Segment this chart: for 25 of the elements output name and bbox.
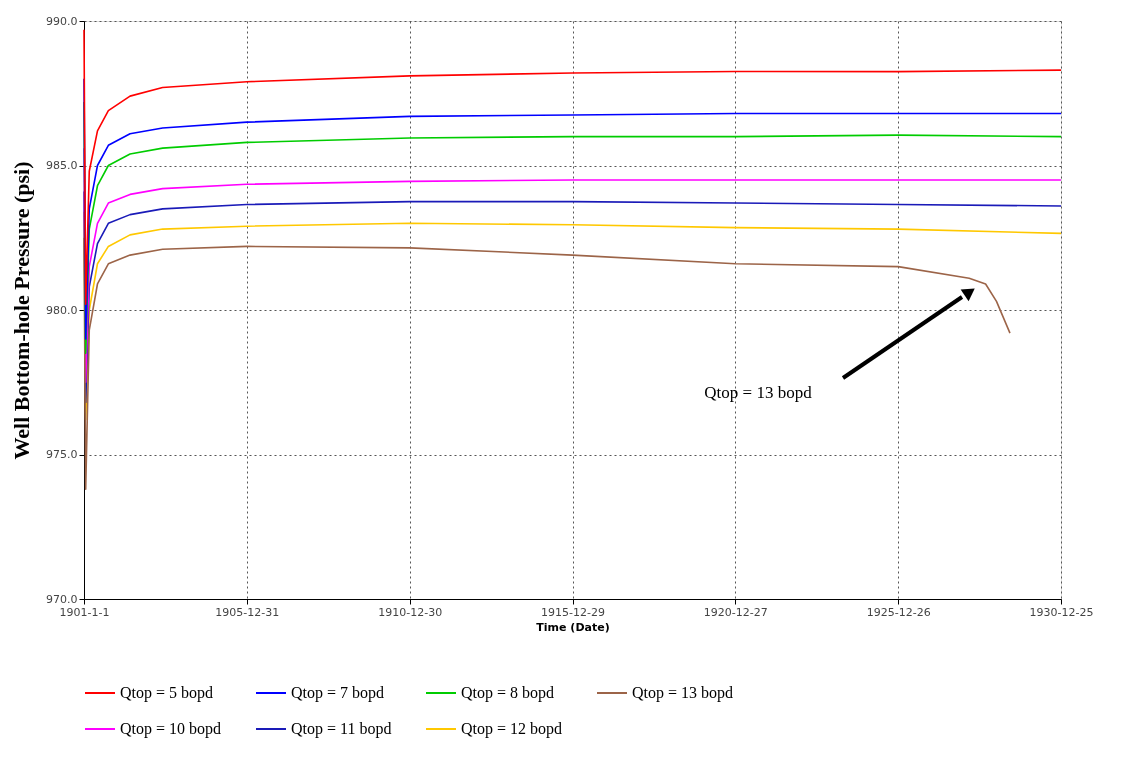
line-series <box>83 28 1062 306</box>
y-tick-label: 975.0 <box>46 448 78 461</box>
x-tick-label: 1910-12-30 <box>378 605 443 619</box>
x-tick-label: 1901-1-1 <box>59 605 110 619</box>
legend-label: Qtop = 8 bopd <box>461 684 555 702</box>
annotation: Qtop = 13 bopd <box>704 383 813 402</box>
legend-label: Qtop = 10 bopd <box>120 720 222 738</box>
y-tick-label: 980.0 <box>46 303 78 317</box>
x-tick-label: 1920-12-27 <box>703 605 768 619</box>
x-tick-label: 1915-12-29 <box>541 605 605 619</box>
y-tick-label: 985.0 <box>46 159 78 172</box>
line-series <box>83 147 1062 384</box>
legend-label: Qtop = 13 bopd <box>632 684 734 702</box>
x-axis-title: Time (Date) <box>536 620 610 634</box>
line-series <box>83 236 1011 490</box>
legend-label: Qtop = 12 bopd <box>461 720 563 738</box>
y-tick-label: 990.0 <box>46 14 78 28</box>
x-tick-label: 1905-12-31 <box>215 605 280 619</box>
y-tick-label: 970.0 <box>46 592 78 606</box>
legend-label: Qtop = 11 bopd <box>291 720 392 738</box>
y-axis-title: Well Bottom-hole Pressure (psi) <box>9 161 35 460</box>
x-tick-label: 1925-12-26 <box>866 605 931 619</box>
legend-label: Qtop = 7 bopd <box>291 684 385 702</box>
legend-label: Qtop = 5 bopd <box>120 684 214 702</box>
x-tick-label: 1930-12-25 <box>1029 605 1094 619</box>
